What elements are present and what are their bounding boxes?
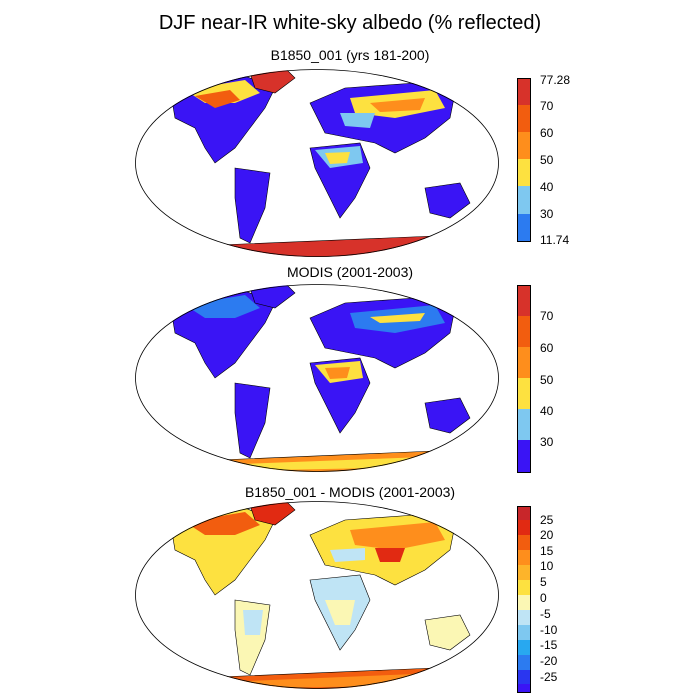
panel-3-tick: 20	[540, 528, 554, 542]
panel-3-tick: -10	[540, 623, 558, 637]
panel-3-tick: -5	[540, 607, 551, 621]
panel-1-tick: 50	[540, 153, 554, 167]
panel-1-colorbar	[517, 78, 531, 242]
panel-1-tick: 60	[540, 126, 554, 140]
figure-title: DJF near-IR white-sky albedo (% reflecte…	[158, 12, 542, 34]
panel-3-tick: 0	[540, 591, 547, 605]
panel-2-tick: 40	[540, 404, 554, 418]
panel-1-tick: 40	[540, 180, 554, 194]
australia-land	[424, 614, 471, 651]
panel-1-map	[135, 69, 499, 257]
panel-1-title: B1850_001 (yrs 181-200)	[270, 47, 430, 63]
panel-1-tick: 11.74	[540, 233, 570, 247]
panel-3-tick: 10	[540, 559, 554, 573]
panel-3-tick: 15	[540, 544, 554, 558]
panel-3-tick: -20	[540, 654, 558, 668]
south-america-land	[234, 167, 271, 244]
panel-3-map	[135, 501, 499, 689]
panel-2-tick: 60	[540, 341, 554, 355]
panel-2-colorbar	[517, 285, 531, 473]
australia-land	[424, 182, 471, 219]
panel-2-tick: 30	[540, 435, 554, 449]
panel-2-tick: 70	[540, 309, 554, 323]
panel-2-title: MODIS (2001-2003)	[286, 264, 414, 280]
panel-3-tick: -15	[540, 638, 558, 652]
panel-3-tick: 25	[540, 513, 554, 527]
panel-1-tick: 77.28	[540, 73, 571, 87]
panel-1-tick: 70	[540, 99, 554, 113]
panel-3-colorbar	[517, 506, 531, 693]
panel-2-map	[135, 284, 499, 472]
panel-1-tick: 30	[540, 207, 554, 221]
panel-3-title: B1850_001 - MODIS (2001-2003)	[244, 484, 456, 500]
panel-3-tick: 5	[540, 575, 547, 589]
panel-3-tick: -25	[540, 670, 558, 684]
south-america-land	[234, 382, 271, 459]
australia-land	[424, 397, 471, 434]
panel-2-tick: 50	[540, 373, 554, 387]
